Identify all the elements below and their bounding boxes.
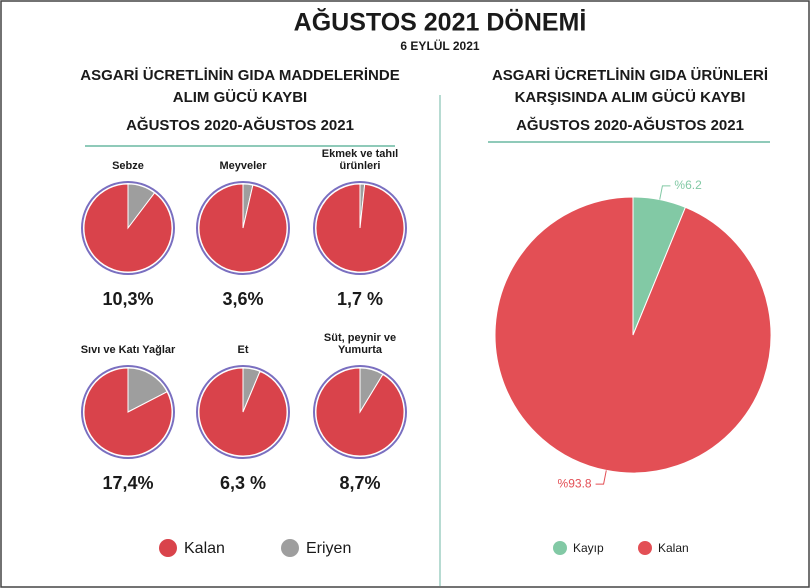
value-label: 17,4%: [102, 473, 153, 493]
legend-swatch: [281, 539, 299, 557]
panel-title: ASGARİ ÜCRETLİNİN GIDA MADDELERİNDE: [80, 67, 399, 84]
legend-label: Kayıp: [573, 541, 604, 555]
pie-slice: [198, 183, 288, 273]
panel-title: ASGARİ ÜCRETLİNİN GIDA ÜRÜNLERİ: [492, 67, 768, 84]
panel-title: ALIM GÜCÜ KAYBI: [173, 89, 307, 106]
value-label: 3,6%: [222, 289, 263, 309]
pie-ring: [313, 365, 407, 459]
legend-swatch: [159, 539, 177, 557]
pie-ring: [81, 181, 175, 275]
legend-label: Eriyen: [306, 540, 351, 557]
panel-subtitle: AĞUSTOS 2020-AĞUSTOS 2021: [516, 116, 744, 134]
pie-ring: [81, 365, 175, 459]
value-label: 8,7%: [339, 473, 380, 493]
pie-title: Yumurta: [338, 344, 383, 356]
legend-swatch: [638, 541, 652, 555]
pie-title: Sıvı ve Katı Yağlar: [81, 344, 176, 356]
value-label: 6,3 %: [220, 473, 266, 493]
pie-slice: [83, 183, 173, 273]
pie-title: Sebze: [112, 160, 144, 172]
pie-slice: [198, 367, 288, 457]
pie-title: Meyveler: [219, 160, 267, 172]
value-label: %93.8: [558, 476, 592, 490]
value-label: 10,3%: [102, 289, 153, 309]
pie-slice: [315, 367, 405, 457]
value-label: %6.2: [674, 178, 702, 192]
leader-line: [595, 470, 607, 485]
pie-ring: [313, 181, 407, 275]
legend-swatch: [553, 541, 567, 555]
pie-title: Et: [238, 344, 249, 356]
subtitle: 6 EYLÜL 2021: [400, 38, 479, 53]
pie-title: Ekmek ve tahıl: [322, 148, 398, 160]
pie-ring: [196, 181, 290, 275]
panel-subtitle: AĞUSTOS 2020-AĞUSTOS 2021: [126, 116, 354, 134]
pie-slice: [83, 367, 173, 457]
value-label: 1,7 %: [337, 289, 383, 309]
pie-slice: [315, 183, 405, 273]
pie-slice: [127, 367, 168, 413]
pie-slice: [494, 196, 772, 474]
leader-line: [659, 185, 671, 200]
panel-title: KARŞISINDA ALIM GÜCÜ KAYBI: [515, 89, 746, 106]
legend-label: Kalan: [184, 540, 225, 557]
legend-label: Kalan: [658, 541, 689, 555]
pie-title: Süt, peynir ve: [324, 332, 396, 344]
title: AĞUSTOS 2021 DÖNEMİ: [294, 8, 587, 37]
pie-title: ürünleri: [340, 160, 381, 172]
pie-ring: [196, 365, 290, 459]
